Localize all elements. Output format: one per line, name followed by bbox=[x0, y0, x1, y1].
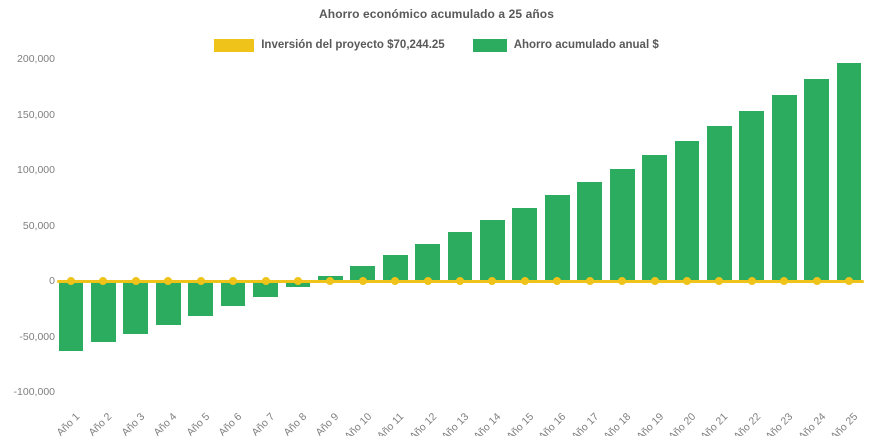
investment-line-marker bbox=[293, 277, 302, 285]
investment-line-marker bbox=[650, 277, 659, 285]
bar-año-18 bbox=[609, 168, 635, 281]
legend-label-savings: Ahorro acumulado anual $ bbox=[513, 39, 659, 51]
investment-line-marker bbox=[488, 277, 497, 285]
x-axis-label-año-1: Año 1 bbox=[54, 410, 83, 436]
y-axis-tick-label: -50,000 bbox=[19, 330, 55, 343]
bar-año-5 bbox=[188, 281, 214, 316]
y-axis-tick-label: 200,000 bbox=[17, 53, 55, 65]
bar-año-10 bbox=[350, 265, 376, 281]
investment-line-marker bbox=[553, 277, 562, 285]
bar-año-7 bbox=[253, 281, 278, 297]
y-axis-tick-label: 0 bbox=[49, 275, 55, 287]
bar-año-12 bbox=[415, 243, 441, 281]
bar-año-21 bbox=[707, 126, 732, 281]
investment-line-marker bbox=[715, 277, 724, 285]
investment-line-marker bbox=[780, 277, 789, 285]
investment-line-marker bbox=[456, 277, 465, 285]
bar-año-11 bbox=[382, 254, 408, 281]
bar-año-6 bbox=[220, 281, 246, 307]
investment-line-marker bbox=[99, 277, 108, 285]
chart-legend: Inversión del proyecto $70,244.25 Ahorro… bbox=[0, 37, 873, 53]
bar-año-16 bbox=[544, 195, 570, 281]
legend-swatch-savings bbox=[472, 38, 507, 52]
investment-line-marker bbox=[520, 277, 529, 285]
bar-año-20 bbox=[674, 140, 700, 281]
investment-line-marker bbox=[196, 277, 205, 285]
investment-line-marker bbox=[326, 277, 335, 285]
bar-año-13 bbox=[447, 232, 473, 281]
investment-line-marker bbox=[682, 277, 691, 285]
legend-swatch-investment bbox=[214, 38, 255, 52]
bar-año-23 bbox=[771, 95, 797, 281]
investment-line-marker bbox=[67, 277, 75, 285]
bar-año-24 bbox=[804, 79, 830, 281]
investment-line-marker bbox=[812, 277, 821, 285]
investment-line-marker bbox=[261, 277, 270, 285]
investment-line-marker bbox=[358, 277, 367, 285]
investment-line-marker bbox=[747, 277, 756, 285]
investment-line-marker bbox=[391, 277, 400, 285]
bar-año-15 bbox=[512, 207, 538, 281]
bar-año-19 bbox=[642, 155, 667, 281]
bar-año-3 bbox=[123, 281, 149, 334]
bar-año-22 bbox=[739, 110, 765, 281]
investment-line-marker bbox=[131, 277, 140, 285]
investment-line-marker bbox=[164, 277, 173, 285]
y-axis-tick-label: 150,000 bbox=[17, 108, 55, 121]
y-axis-tick-label: 50,000 bbox=[22, 219, 55, 232]
investment-line-marker bbox=[585, 277, 594, 285]
bar-año-25 bbox=[836, 62, 862, 281]
bar-año-14 bbox=[480, 220, 505, 281]
investment-line-marker bbox=[229, 277, 238, 285]
bar-año-17 bbox=[577, 182, 603, 281]
chart-title: Ahorro económico acumulado a 25 años bbox=[319, 7, 554, 21]
bar-año-1 bbox=[58, 281, 84, 351]
y-axis-tick-label: 100,000 bbox=[17, 164, 55, 176]
y-axis-tick-label: -100,000 bbox=[13, 386, 55, 398]
investment-line-marker bbox=[423, 277, 432, 285]
bar-año-2 bbox=[91, 281, 116, 343]
legend-label-investment: Inversión del proyecto $70,244.25 bbox=[261, 39, 445, 51]
investment-line-marker bbox=[845, 277, 854, 285]
investment-line-marker bbox=[618, 277, 627, 285]
bar-año-4 bbox=[155, 281, 181, 325]
